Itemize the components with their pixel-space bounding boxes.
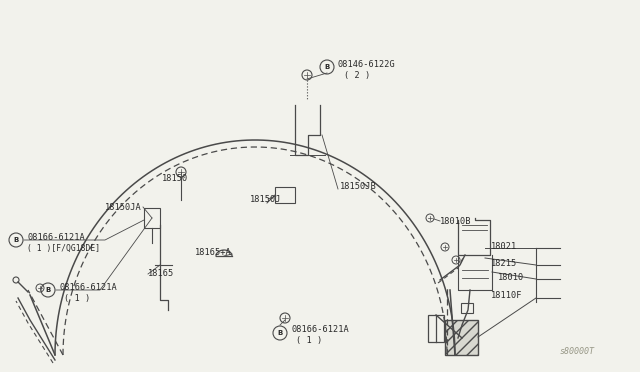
Text: 08166-6121A: 08166-6121A	[60, 283, 118, 292]
Text: ( 1 ): ( 1 )	[296, 337, 323, 346]
Text: B: B	[13, 237, 19, 243]
Bar	[461, 303, 473, 313]
Text: 18165: 18165	[148, 269, 174, 279]
Text: 18215: 18215	[491, 259, 517, 267]
Text: 18150J: 18150J	[250, 195, 282, 203]
Text: 18010B: 18010B	[440, 217, 472, 225]
Text: 18110F: 18110F	[491, 292, 522, 301]
Text: 08146-6122G: 08146-6122G	[337, 60, 395, 68]
Text: B: B	[324, 64, 330, 70]
Text: s80000T: s80000T	[560, 347, 595, 356]
Bar	[144, 208, 160, 228]
Text: 08166-6121A: 08166-6121A	[291, 326, 349, 334]
Polygon shape	[445, 320, 478, 355]
Text: 18165+A: 18165+A	[195, 247, 232, 257]
Text: 18021: 18021	[491, 241, 517, 250]
Text: ( 2 ): ( 2 )	[344, 71, 371, 80]
Text: 18150: 18150	[162, 173, 188, 183]
Text: 18150JB: 18150JB	[340, 182, 377, 190]
Text: B: B	[45, 287, 51, 293]
Text: 18010: 18010	[498, 273, 524, 282]
Text: B: B	[277, 330, 283, 336]
Text: ( 1 ): ( 1 )	[64, 295, 90, 304]
Text: 18150JA: 18150JA	[105, 202, 141, 212]
Text: 08166-6121A: 08166-6121A	[27, 232, 84, 241]
Text: ( 1 )[F/QG18DE]: ( 1 )[F/QG18DE]	[27, 244, 100, 253]
Bar	[275, 187, 295, 203]
